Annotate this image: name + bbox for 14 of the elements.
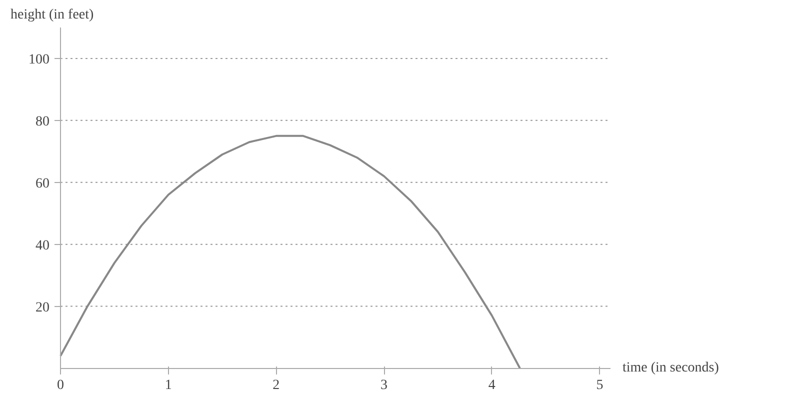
x-tick-label: 0 xyxy=(57,378,64,394)
x-tick-label: 2 xyxy=(272,378,280,394)
y-tick-label: 100 xyxy=(28,52,50,68)
x-tick-label: 5 xyxy=(596,378,604,394)
line-series xyxy=(60,134,521,370)
y-tick-label: 20 xyxy=(36,300,50,316)
y-tick-label: 40 xyxy=(36,238,50,254)
y-tick-label: 80 xyxy=(36,114,50,130)
y-axis-title: height (in feet) xyxy=(10,8,94,22)
x-tick-label: 1 xyxy=(164,378,172,394)
x-axis-title: time (in seconds) xyxy=(622,360,720,376)
x-tick-label: 4 xyxy=(488,378,496,394)
x-tick-label: 3 xyxy=(380,378,388,394)
y-tick-label: 60 xyxy=(36,176,50,192)
